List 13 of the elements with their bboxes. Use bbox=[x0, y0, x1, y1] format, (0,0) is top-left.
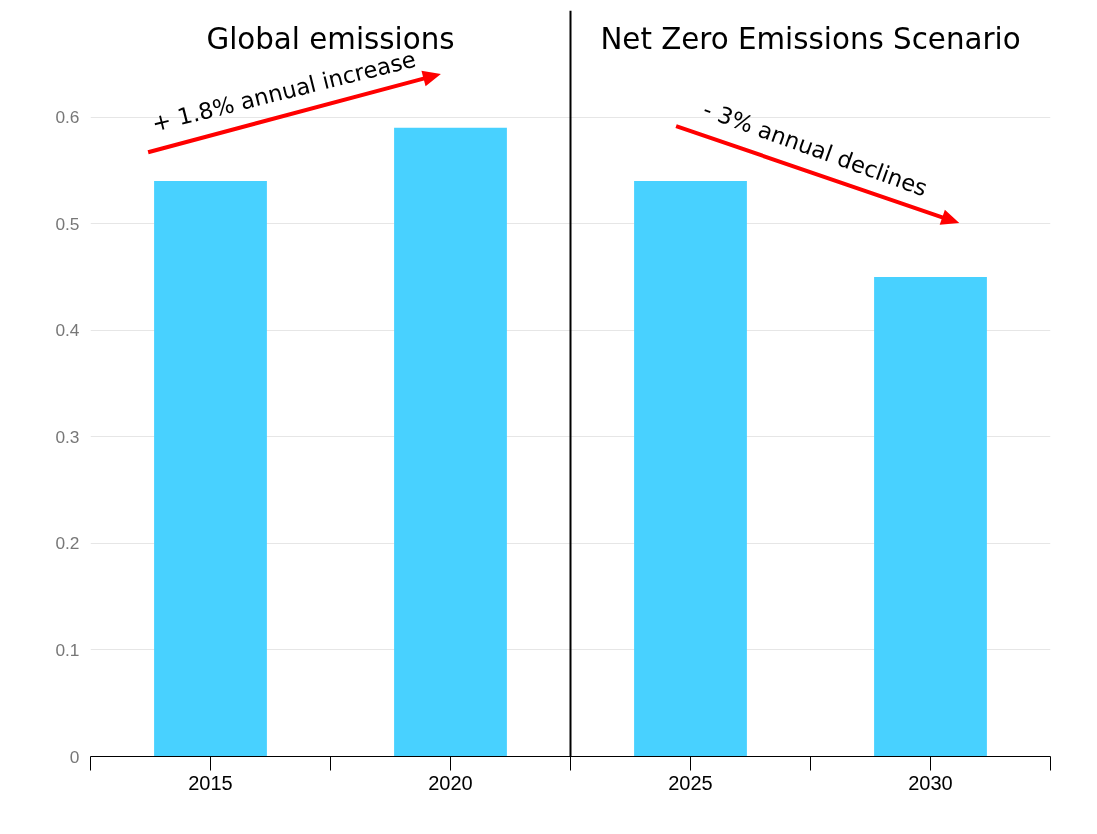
y-tick-label: 0.6 bbox=[55, 107, 80, 128]
x-tick-label: 2030 bbox=[908, 771, 953, 794]
y-tick-label: 0.4 bbox=[55, 320, 80, 341]
y-tick-label: 0.5 bbox=[55, 213, 80, 234]
x-tick-label: 2015 bbox=[188, 771, 233, 794]
y-tick-label: 0.3 bbox=[55, 426, 80, 447]
annotation: Net Zero Emissions Scenario bbox=[600, 21, 1021, 56]
y-tick-label: 0.2 bbox=[55, 533, 80, 554]
x-tick-label: 2025 bbox=[668, 771, 713, 794]
chart-title: Global emissions bbox=[206, 21, 455, 56]
y-tick-label: 0 bbox=[69, 746, 80, 767]
y-tick-label: 0.1 bbox=[55, 639, 80, 660]
x-tick-label: 2020 bbox=[428, 771, 473, 794]
